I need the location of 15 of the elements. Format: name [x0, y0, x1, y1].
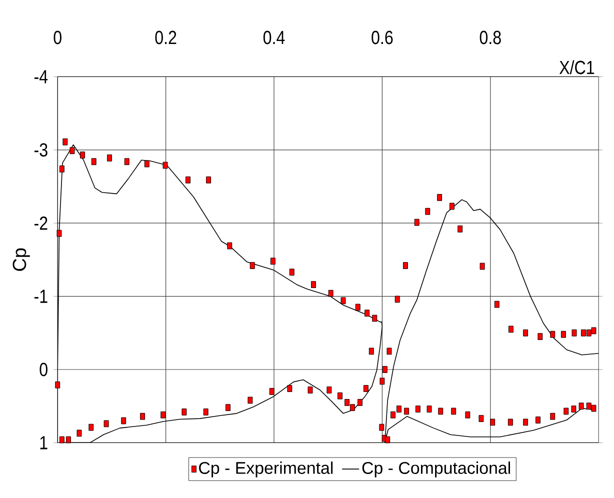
- x-tick-label: 0.4: [263, 30, 285, 44]
- x-tick-label: 0: [54, 30, 62, 44]
- x-axis-title: X/C1: [559, 60, 594, 74]
- y-tick-label: 1: [40, 436, 48, 450]
- y-axis-title: Cp: [12, 248, 30, 271]
- y-tick-label: -3: [34, 143, 48, 157]
- x-tick-label: 0.2: [155, 30, 176, 44]
- x-tick-label: 0.6: [372, 30, 393, 44]
- legend-label: Cp - Computacional: [362, 462, 510, 478]
- y-tick-label: -4: [34, 70, 48, 84]
- x-tick-label: 0.8: [480, 30, 501, 44]
- y-tick-label: -2: [34, 216, 48, 230]
- legend-label: Cp - Experimental: [199, 462, 333, 478]
- y-tick-label: 0: [40, 362, 48, 376]
- y-tick-label: -1: [34, 290, 48, 303]
